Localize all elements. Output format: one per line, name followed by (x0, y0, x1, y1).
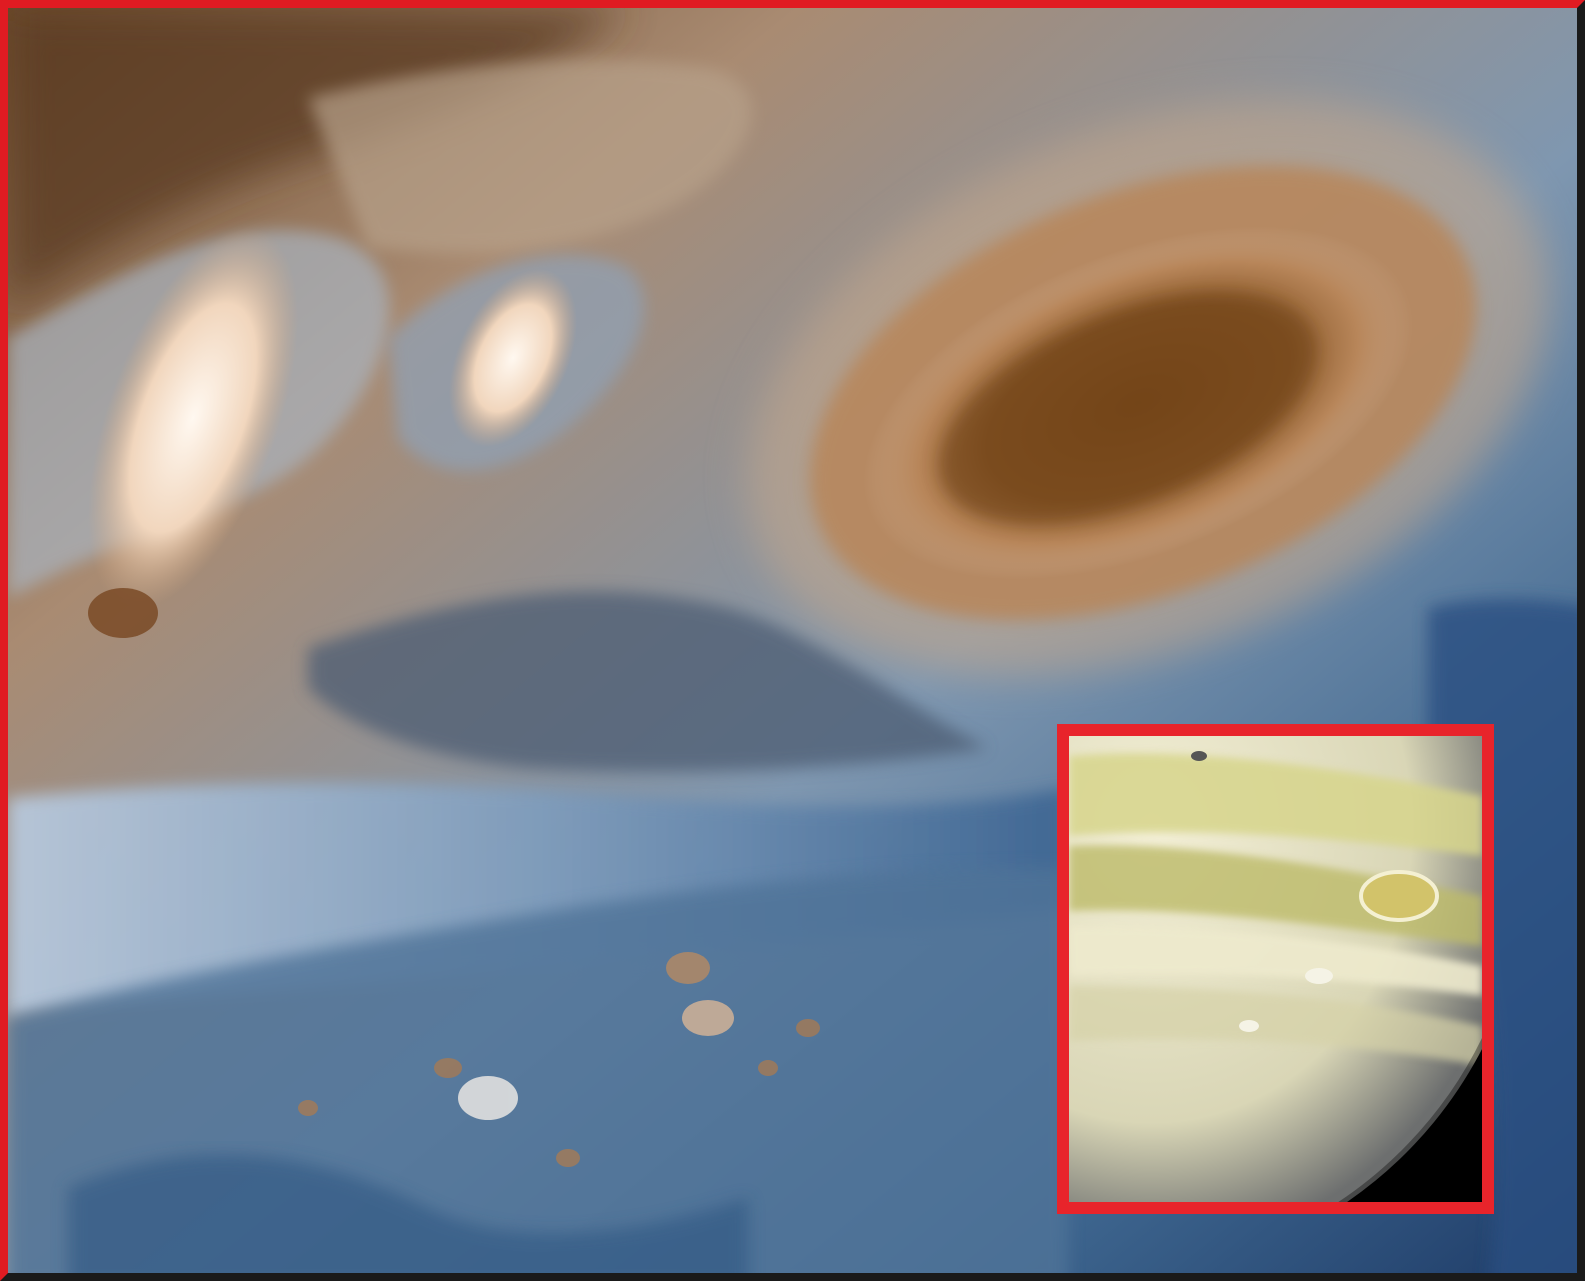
jupiter-globe-icon (1069, 736, 1482, 1202)
great-red-spot (746, 100, 1550, 676)
inset-image-frame (1057, 724, 1494, 1214)
